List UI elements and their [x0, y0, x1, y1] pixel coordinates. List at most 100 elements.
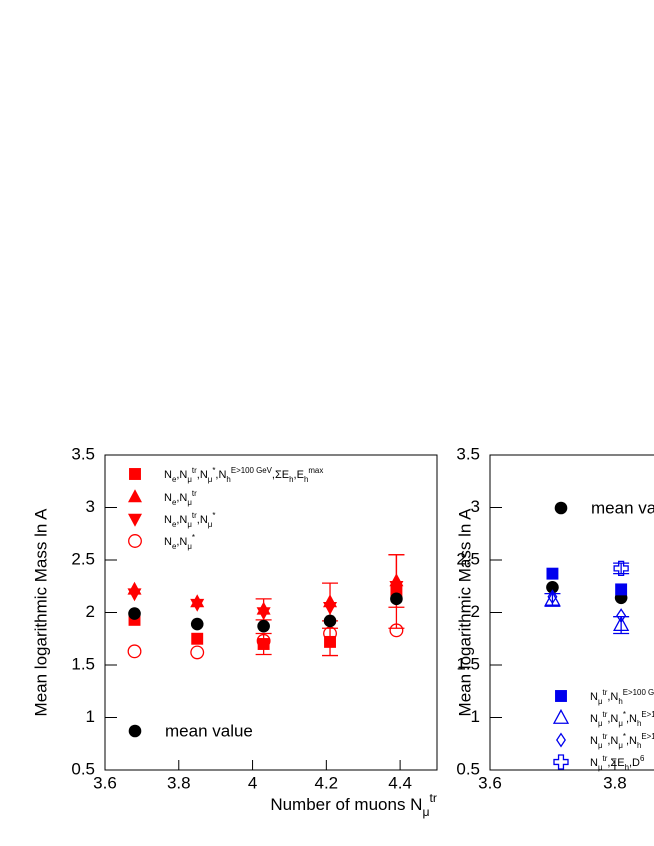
marker — [616, 608, 627, 624]
legend-label-part: μ — [187, 542, 192, 551]
legend-marker — [555, 690, 567, 702]
legend-label-part: ,N — [607, 735, 618, 747]
legend-label-part: μ — [618, 741, 623, 750]
legend-marker — [128, 724, 142, 738]
marker — [389, 581, 404, 594]
y-tick-label: 1.5 — [71, 654, 95, 673]
legend-label-part: ,N — [197, 514, 208, 526]
legend-label-part: ,E — [294, 469, 304, 481]
legend-label-part: N — [164, 536, 172, 548]
marker — [256, 633, 271, 648]
legend-label-part: h — [637, 719, 641, 728]
y-tick-label: 2 — [86, 602, 95, 621]
legend-marker — [553, 754, 569, 770]
legend-label-part: ,ΣE — [607, 757, 624, 769]
y-tick-label: 3.5 — [456, 444, 480, 463]
x-axis-title-part: Number of muons N — [270, 795, 422, 814]
legend-label: Nμtr,NhE>100 GeV — [590, 688, 654, 706]
legend-label-part: h — [625, 763, 629, 772]
legend-label-part: * — [623, 732, 626, 741]
marker — [613, 560, 629, 577]
legend-label-part: ,ΣE — [272, 469, 289, 481]
legend-label-part: 6 — [640, 754, 645, 763]
marker — [613, 616, 630, 631]
legend-label-part: e — [172, 520, 177, 529]
legend-label-part: μ — [598, 741, 603, 750]
error-bar — [613, 562, 630, 575]
legend-label-part: N — [164, 514, 172, 526]
error-bar — [544, 592, 561, 607]
marker — [256, 607, 271, 621]
marker — [127, 644, 142, 659]
legend-label-part: N — [164, 469, 172, 481]
legend-label-part: ,N — [197, 469, 208, 481]
legend-label: mean value — [165, 721, 253, 740]
marker — [615, 583, 628, 596]
x-tick-label: 3.6 — [93, 773, 117, 792]
y-tick-label: 3.5 — [71, 444, 95, 463]
legend-label-part: e — [172, 498, 177, 507]
marker — [546, 567, 559, 580]
legend-label-part: tr — [603, 688, 608, 697]
x-axis-title-part: tr — [430, 791, 437, 805]
marker — [128, 613, 141, 626]
marker — [190, 617, 204, 631]
legend-label-part: N — [590, 735, 598, 747]
legend-label-part: ,N — [607, 691, 618, 703]
marker — [323, 614, 337, 628]
y-axis-title: Mean logarithmic Mass ln A — [31, 508, 50, 717]
legend-label-part: ,N — [176, 469, 187, 481]
legend-label-part: E>100 GeV — [231, 466, 273, 475]
legend-label-part: h — [637, 741, 641, 750]
marker — [323, 602, 338, 615]
legend-marker — [552, 708, 570, 724]
legend-label-part: ,N — [607, 713, 618, 725]
legend-label-part: N — [590, 691, 598, 703]
legend-label-part: μ — [598, 719, 603, 728]
x-axis-title-part: μ — [422, 805, 429, 819]
legend-label-part: e — [172, 542, 177, 551]
legend-label-part: ,N — [176, 514, 187, 526]
x-tick-label: 3.8 — [167, 773, 191, 792]
legend-label-part: μ — [187, 520, 192, 529]
legend-label-part: h — [304, 475, 308, 484]
legend-label-part: h — [226, 475, 230, 484]
legend-marker — [128, 534, 142, 548]
legend-label: Ne,Nμtr — [164, 489, 197, 507]
marker — [547, 589, 558, 605]
legend-label-part: h — [289, 475, 293, 484]
marker — [127, 588, 142, 602]
marker — [324, 635, 336, 648]
legend-marker — [556, 732, 566, 748]
legend-label-part: tr — [192, 466, 197, 475]
legend-label-part: * — [212, 511, 215, 520]
x-tick-label: 4.4 — [388, 773, 412, 792]
y-tick-label: 1 — [471, 707, 480, 726]
legend-label: Nμtr,Nμ*,NhE>100 GeV — [590, 732, 654, 750]
legend-label-part: * — [192, 533, 195, 542]
plot-frame — [104, 454, 438, 771]
x-axis-title: Number of muons Nμtr — [270, 791, 437, 819]
legend-label: mean value — [591, 498, 654, 517]
legend-label-part: * — [212, 466, 215, 475]
legend-label-part: tr — [192, 511, 197, 520]
legend-label: Ne,Nμ* — [164, 533, 195, 551]
legend-label-part: μ — [208, 520, 213, 529]
marker — [389, 623, 404, 638]
legend-label-part: E>100 GeV — [641, 710, 654, 719]
y-tick-label: 0.5 — [71, 759, 95, 778]
y-tick-label: 3 — [471, 497, 480, 516]
legend-label-part: tr — [603, 710, 608, 719]
legend-label-part: tr — [603, 732, 608, 741]
legend-label-part: μ — [208, 475, 213, 484]
marker — [128, 607, 141, 620]
legend-label-part: μ — [598, 763, 603, 772]
legend-label-part: max — [308, 466, 323, 475]
legend-label-part: E>100 GeV — [641, 732, 654, 741]
marker — [190, 645, 205, 660]
legend-label-part: N — [590, 757, 598, 769]
legend-label-part: tr — [603, 754, 608, 763]
legend-label-part: N — [590, 713, 598, 725]
legend-label-part: ,N — [176, 536, 187, 548]
